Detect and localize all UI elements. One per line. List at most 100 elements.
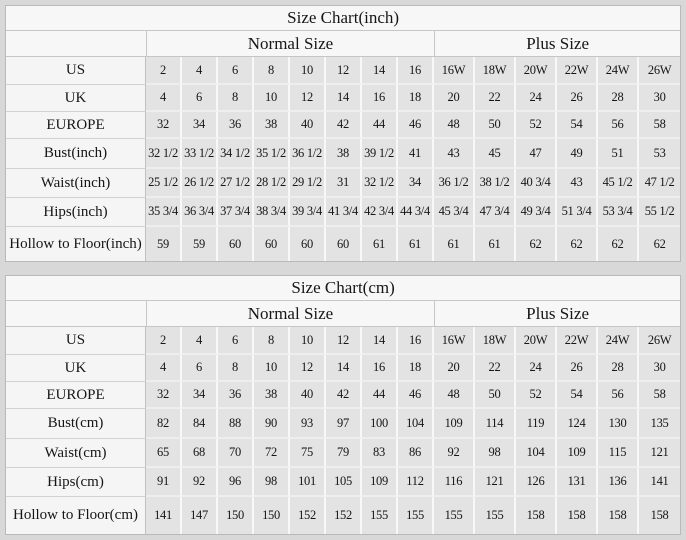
size-value-cell: 58 [639,112,681,139]
size-value-cell: 16W [434,327,475,355]
size-value-cell: 18 [398,85,434,112]
size-value-cell: 29 1/2 [290,169,326,198]
size-value-cell: 45 1/2 [598,169,639,198]
size-value-cell: 104 [398,409,434,439]
size-value-cell: 14 [326,85,362,112]
size-value-cell: 20 [434,85,475,112]
size-value-cell: 26 [557,85,598,112]
size-value-cell: 55 1/2 [639,198,681,227]
size-value-cell: 70 [218,439,254,468]
size-value-cell: 20W [516,327,557,355]
size-value-cell: 60 [326,227,362,261]
size-value-cell: 28 1/2 [254,169,290,198]
size-value-cell: 44 [362,382,398,409]
size-value-cell: 52 [516,382,557,409]
size-value-cell: 65 [146,439,182,468]
size-value-cell: 16 [398,327,434,355]
size-value-cell: 4 [182,57,218,85]
size-value-cell: 114 [475,409,516,439]
size-value-cell: 105 [326,468,362,497]
size-value-cell: 92 [182,468,218,497]
size-value-cell: 47 [516,139,557,169]
size-value-cell: 51 [598,139,639,169]
size-value-cell: 20W [516,57,557,85]
size-value-cell: 16 [362,355,398,382]
size-value-cell: 100 [362,409,398,439]
table-row: EUROPE 32 34 36 38 40 42 44 46 48 50 52 54 56 58 [6,382,681,409]
size-value-cell: 62 [639,227,681,261]
size-value-cell: 28 [598,85,639,112]
row-label: Hips(inch) [6,198,146,227]
table-row: US 2 4 6 8 10 12 14 16 16W 18W 20W 22W 24W 26W [6,57,681,85]
size-value-cell: 30 [639,85,681,112]
table-row: Waist(cm) 65 68 70 72 75 79 83 86 92 98 104 109 115 12… [6,439,681,468]
size-value-cell: 152 [290,497,326,534]
size-value-cell: 46 [398,112,434,139]
size-value-cell: 130 [598,409,639,439]
size-value-cell: 75 [290,439,326,468]
size-value-cell: 26W [639,327,681,355]
corner-cell [6,301,146,327]
cm-table-body: US 2 4 6 8 10 12 14 16 16W 18W 20W 22W 24W 26W UK 4 6 8 10 1… [6,327,681,534]
table-row: Hips(inch) 35 3/4 36 3/4 37 3/4 38 3/4 39 3/4… [6,198,681,227]
size-value-cell: 52 [516,112,557,139]
size-value-cell: 14 [362,57,398,85]
size-value-cell: 44 3/4 [398,198,434,227]
size-value-cell: 79 [326,439,362,468]
row-label: US [6,57,146,85]
size-value-cell: 37 3/4 [218,198,254,227]
size-value-cell: 131 [557,468,598,497]
size-value-cell: 36 [218,112,254,139]
size-value-cell: 10 [290,327,326,355]
size-value-cell: 36 1/2 [434,169,475,198]
size-value-cell: 62 [598,227,639,261]
size-value-cell: 38 [254,112,290,139]
size-value-cell: 62 [516,227,557,261]
size-value-cell: 82 [146,409,182,439]
size-value-cell: 27 1/2 [218,169,254,198]
size-value-cell: 40 [290,382,326,409]
table-row: EUROPE 32 34 36 38 40 42 44 46 48 50 52 54 56 58 [6,112,681,139]
size-value-cell: 36 1/2 [290,139,326,169]
size-value-cell: 45 [475,139,516,169]
size-value-cell: 14 [362,327,398,355]
size-value-cell: 121 [639,439,681,468]
size-value-cell: 92 [434,439,475,468]
size-value-cell: 14 [326,355,362,382]
size-value-cell: 12 [290,355,326,382]
size-value-cell: 34 [182,112,218,139]
size-value-cell: 45 3/4 [434,198,475,227]
size-value-cell: 96 [218,468,254,497]
size-value-cell: 24 [516,355,557,382]
size-value-cell: 32 1/2 [146,139,182,169]
size-value-cell: 43 [557,169,598,198]
size-value-cell: 12 [326,57,362,85]
size-value-cell: 22 [475,355,516,382]
size-value-cell: 16 [398,57,434,85]
size-value-cell: 2 [146,57,182,85]
size-value-cell: 18W [475,57,516,85]
size-value-cell: 101 [290,468,326,497]
group-header-row: Normal Size Plus Size [6,31,681,57]
size-value-cell: 6 [182,85,218,112]
size-value-cell: 12 [290,85,326,112]
size-value-cell: 16 [362,85,398,112]
size-value-cell: 38 1/2 [475,169,516,198]
size-value-cell: 8 [218,85,254,112]
size-value-cell: 34 1/2 [218,139,254,169]
title-row: Size Chart(inch) [6,6,681,31]
size-value-cell: 38 3/4 [254,198,290,227]
size-value-cell: 8 [218,355,254,382]
size-value-cell: 155 [362,497,398,534]
size-value-cell: 16W [434,57,475,85]
size-value-cell: 90 [254,409,290,439]
row-label: EUROPE [6,382,146,409]
size-value-cell: 109 [434,409,475,439]
size-value-cell: 40 [290,112,326,139]
size-value-cell: 126 [516,468,557,497]
size-value-cell: 54 [557,382,598,409]
size-value-cell: 32 [146,112,182,139]
size-value-cell: 50 [475,112,516,139]
size-value-cell: 10 [254,355,290,382]
size-value-cell: 8 [254,327,290,355]
